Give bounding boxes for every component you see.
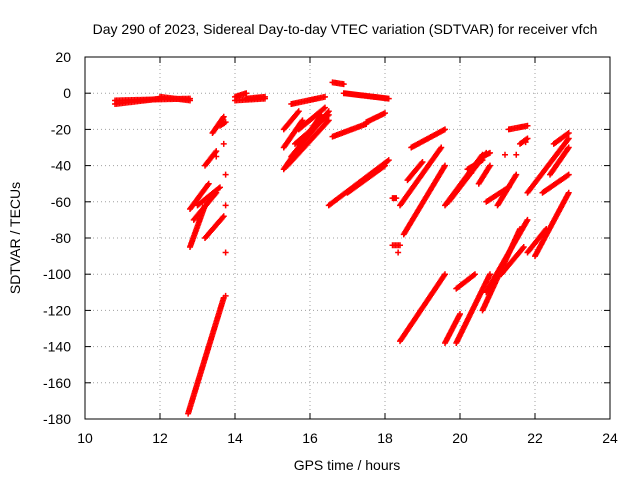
- data-point: [217, 184, 223, 191]
- data-point: [487, 162, 493, 169]
- data-point: [324, 118, 331, 125]
- data-point: [382, 162, 388, 169]
- data-point: [524, 216, 531, 223]
- data-point: [513, 171, 520, 178]
- x-tick-label: 16: [302, 430, 318, 446]
- data-point: [320, 105, 327, 112]
- data-point: [519, 245, 526, 252]
- data-point: [565, 144, 572, 151]
- data-point: [419, 158, 426, 165]
- data-point: [215, 185, 222, 192]
- data-point: [468, 169, 475, 176]
- y-tick-label: -160: [43, 375, 71, 391]
- data-point: [222, 292, 229, 299]
- data-point: [487, 271, 493, 278]
- y-tick-label: -40: [51, 158, 71, 174]
- data-point: [243, 90, 250, 97]
- chart-title: Day 290 of 2023, Sidereal Day-to-day VTE…: [93, 21, 598, 37]
- data-point: [222, 249, 229, 256]
- data-point: [524, 135, 531, 142]
- data-point: [213, 153, 220, 160]
- y-tick-label: -120: [43, 302, 71, 318]
- y-tick-label: -100: [43, 266, 71, 282]
- data-point: [513, 151, 520, 158]
- x-tick-label: 14: [227, 430, 243, 446]
- data-point: [205, 180, 212, 187]
- data-point: [437, 145, 444, 152]
- x-tick-label: 10: [77, 430, 93, 446]
- data-point: [219, 214, 226, 221]
- grid-lines: [85, 57, 610, 419]
- x-tick-label: 12: [152, 430, 168, 446]
- data-point: [487, 149, 493, 156]
- data-point: [325, 111, 332, 118]
- data-point: [524, 122, 531, 129]
- x-tick-label: 18: [377, 430, 393, 446]
- data-point: [565, 189, 572, 196]
- data-point: [222, 171, 229, 178]
- data-point: [382, 110, 388, 117]
- data-point: [262, 93, 268, 100]
- data-point: [442, 126, 448, 133]
- y-tick-label: 20: [55, 49, 71, 65]
- data-point: [442, 162, 448, 169]
- y-tick-label: -140: [43, 339, 71, 355]
- x-tick-labels: 10 12 14 16 18 20 22 24: [77, 430, 618, 446]
- data-point: [222, 119, 229, 126]
- data-point: [222, 202, 229, 209]
- data-point: [502, 151, 508, 158]
- data-point: [384, 158, 391, 165]
- data-point: [472, 271, 478, 278]
- y-tick-label: -180: [43, 411, 71, 427]
- data-point: [294, 109, 301, 116]
- data-point: [220, 113, 227, 120]
- data-point: [442, 271, 448, 278]
- y-tick-label: -20: [51, 121, 71, 137]
- axis-ticks: [84, 56, 611, 420]
- data-point: [213, 148, 220, 155]
- data-point: [564, 136, 571, 143]
- data-point: [322, 93, 328, 100]
- y-axis-label: SDTVAR / TECUs: [7, 182, 23, 294]
- y-tick-label: -60: [51, 194, 71, 210]
- y-tick-labels: 20 0 -20 -40 -60 -80 -100 -120 -140 -160 -180: [43, 49, 71, 427]
- y-tick-label: 0: [63, 85, 71, 101]
- x-tick-label: 22: [527, 430, 543, 446]
- data-point: [393, 195, 400, 202]
- data-point: [520, 244, 527, 251]
- data-point: [322, 104, 328, 111]
- data-point: [522, 139, 529, 146]
- data-point: [441, 272, 448, 279]
- x-axis-label: GPS time / hours: [294, 457, 401, 473]
- data-point: [395, 249, 402, 256]
- data-point: [220, 213, 227, 220]
- data-point: [220, 140, 227, 147]
- data-point: [457, 311, 463, 318]
- data-point: [295, 108, 302, 115]
- data-point: [565, 171, 572, 178]
- data-point: [438, 144, 445, 151]
- data-point: [564, 145, 571, 152]
- data-point: [385, 95, 392, 102]
- data-point: [204, 181, 211, 188]
- data-point: [470, 272, 477, 279]
- data-points: [112, 79, 572, 417]
- data-point: [565, 130, 572, 137]
- data-point: [565, 135, 572, 142]
- data-point: [325, 117, 332, 124]
- data-point: [299, 117, 306, 124]
- data-point: [187, 97, 193, 104]
- data-point: [380, 163, 387, 170]
- data-point: [324, 112, 331, 119]
- data-point: [385, 157, 392, 164]
- data-point: [212, 149, 219, 156]
- x-tick-label: 20: [452, 430, 468, 446]
- plot-frame: [84, 56, 611, 420]
- data-point: [397, 242, 403, 249]
- x-tick-label: 24: [602, 430, 618, 446]
- y-tick-label: -80: [51, 230, 71, 246]
- data-point: [418, 160, 425, 167]
- data-point: [340, 81, 347, 88]
